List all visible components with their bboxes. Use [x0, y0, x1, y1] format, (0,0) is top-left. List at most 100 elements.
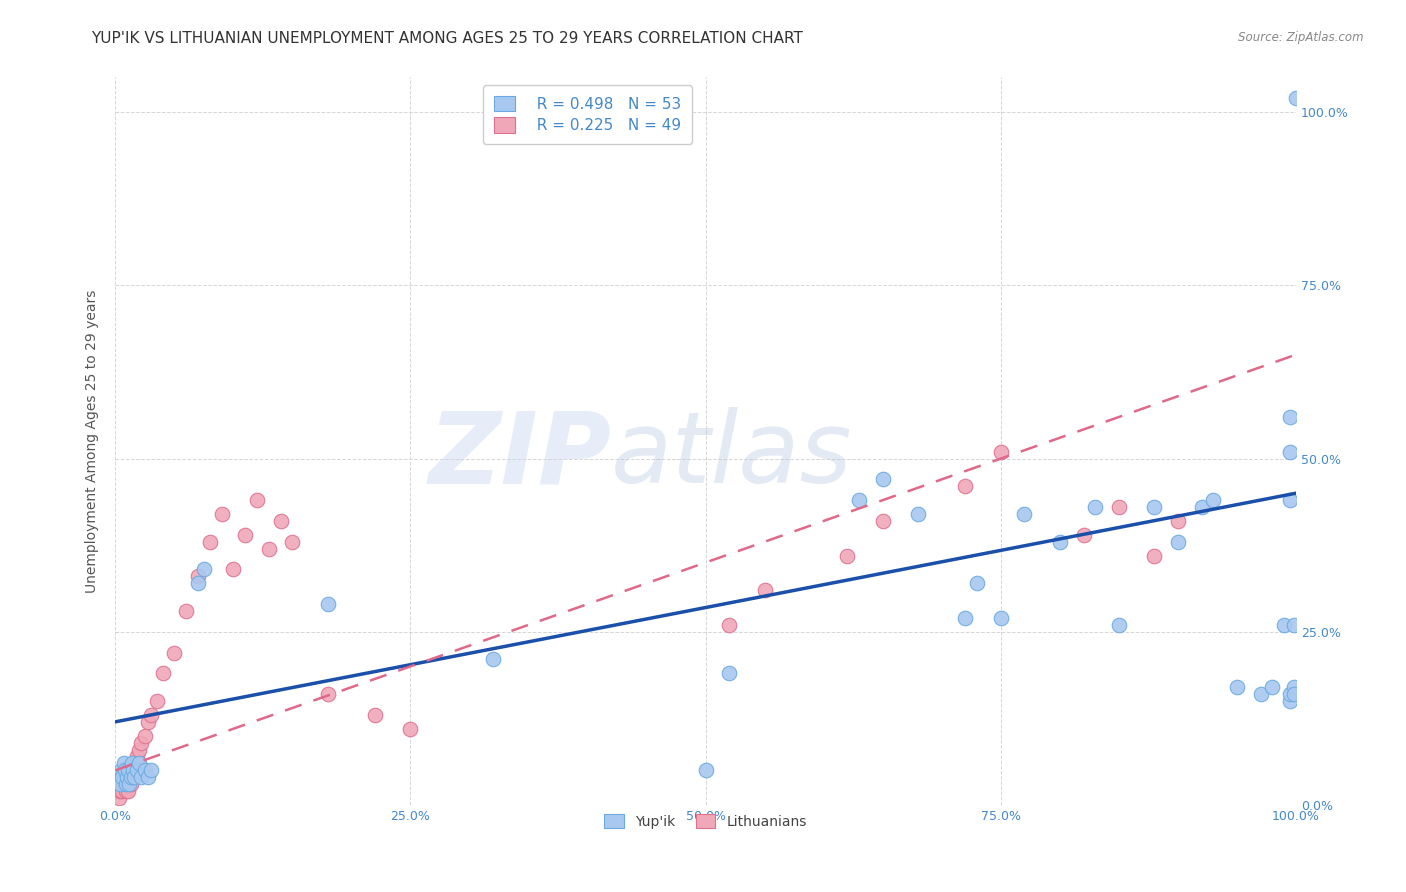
Point: [124, 764, 146, 778]
Point: [246, 493, 269, 508]
Point: [118, 770, 141, 784]
Point: [127, 756, 149, 771]
Point: [120, 777, 142, 791]
Point: [108, 770, 131, 784]
Point: [754, 583, 776, 598]
Point: [1202, 493, 1225, 508]
Point: [163, 646, 186, 660]
Point: [955, 479, 977, 493]
Point: [872, 514, 894, 528]
Point: [138, 714, 160, 729]
Point: [187, 576, 209, 591]
Point: [695, 764, 717, 778]
Text: YUP'IK VS LITHUANIAN UNEMPLOYMENT AMONG AGES 25 TO 29 YEARS CORRELATION CHART: YUP'IK VS LITHUANIAN UNEMPLOYMENT AMONG …: [91, 31, 803, 46]
Point: [837, 549, 859, 563]
Point: [121, 764, 143, 778]
Point: [1285, 91, 1308, 105]
Point: [1226, 680, 1249, 694]
Point: [110, 777, 132, 791]
Point: [118, 777, 141, 791]
Point: [907, 507, 929, 521]
Point: [233, 528, 256, 542]
Point: [718, 666, 741, 681]
Legend: Yup'ik, Lithuanians: Yup'ik, Lithuanians: [599, 808, 813, 834]
Point: [122, 770, 145, 784]
Point: [115, 777, 138, 791]
Point: [1143, 500, 1166, 514]
Point: [122, 756, 145, 771]
Point: [316, 687, 339, 701]
Point: [120, 770, 142, 784]
Point: [122, 764, 145, 778]
Point: [117, 784, 139, 798]
Point: [139, 707, 162, 722]
Point: [955, 611, 977, 625]
Point: [108, 791, 131, 805]
Point: [115, 784, 138, 798]
Point: [129, 770, 152, 784]
Point: [990, 611, 1012, 625]
Point: [718, 617, 741, 632]
Point: [112, 770, 135, 784]
Point: [966, 576, 988, 591]
Point: [125, 764, 148, 778]
Point: [1073, 528, 1095, 542]
Point: [122, 770, 145, 784]
Point: [198, 534, 221, 549]
Point: [1282, 680, 1305, 694]
Point: [1049, 534, 1071, 549]
Point: [108, 784, 131, 798]
Point: [152, 666, 174, 681]
Point: [1261, 680, 1284, 694]
Point: [399, 722, 422, 736]
Point: [108, 777, 131, 791]
Point: [111, 784, 134, 798]
Point: [139, 764, 162, 778]
Point: [114, 777, 136, 791]
Point: [1167, 514, 1189, 528]
Text: atlas: atlas: [612, 408, 853, 504]
Point: [257, 541, 280, 556]
Point: [1279, 444, 1302, 458]
Point: [1250, 687, 1272, 701]
Point: [1282, 687, 1305, 701]
Point: [1143, 549, 1166, 563]
Point: [174, 604, 197, 618]
Point: [134, 729, 156, 743]
Point: [138, 770, 160, 784]
Point: [1108, 617, 1130, 632]
Point: [193, 562, 215, 576]
Point: [112, 756, 135, 771]
Point: [121, 756, 143, 771]
Point: [872, 472, 894, 486]
Point: [114, 764, 136, 778]
Point: [187, 569, 209, 583]
Point: [1279, 493, 1302, 508]
Point: [128, 742, 150, 756]
Point: [129, 736, 152, 750]
Point: [222, 562, 245, 576]
Point: [128, 756, 150, 771]
Point: [270, 514, 292, 528]
Point: [107, 784, 129, 798]
Point: [1279, 687, 1302, 701]
Point: [281, 534, 304, 549]
Point: [364, 707, 387, 722]
Point: [1014, 507, 1036, 521]
Point: [990, 444, 1012, 458]
Text: Source: ZipAtlas.com: Source: ZipAtlas.com: [1239, 31, 1364, 45]
Y-axis label: Unemployment Among Ages 25 to 29 years: Unemployment Among Ages 25 to 29 years: [86, 290, 100, 593]
Point: [110, 764, 132, 778]
Point: [211, 507, 233, 521]
Point: [1084, 500, 1107, 514]
Point: [848, 493, 870, 508]
Point: [134, 764, 156, 778]
Point: [1279, 409, 1302, 424]
Point: [1191, 500, 1213, 514]
Point: [1279, 694, 1302, 708]
Point: [316, 597, 339, 611]
Text: ZIP: ZIP: [429, 408, 612, 504]
Point: [482, 652, 505, 666]
Point: [1272, 617, 1295, 632]
Point: [125, 749, 148, 764]
